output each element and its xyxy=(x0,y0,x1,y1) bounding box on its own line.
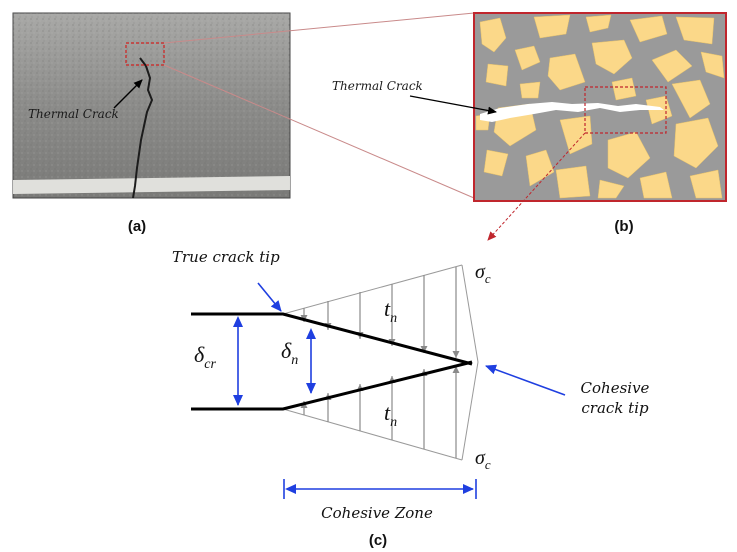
cohesive-zone-diagram xyxy=(191,264,566,499)
traction-arrows-bottom xyxy=(300,366,460,458)
microcrack xyxy=(480,102,664,122)
traction-tn-bottom: tn xyxy=(384,400,397,430)
sigma-c-top: σc xyxy=(475,261,491,286)
traction-tn-top: tn xyxy=(384,296,397,326)
zoom-line-top xyxy=(163,12,475,44)
zoom-pointer-b-to-c xyxy=(487,132,586,241)
panel-b-pointer xyxy=(409,95,497,115)
true-crack-tip-label: True crack tip xyxy=(172,248,280,266)
panel-b-microstructure xyxy=(473,12,727,202)
crack-line xyxy=(132,57,154,199)
sigma-c-bottom: σc xyxy=(475,447,491,472)
crack-face-upper xyxy=(191,312,473,366)
panel-c-label: (c) xyxy=(369,532,387,549)
cohesive-zone-label: Cohesive Zone xyxy=(321,504,433,522)
cohesive-crack-tip-label-2: crack tip xyxy=(581,399,649,417)
cohesive-crack-tip-pointer xyxy=(485,364,566,396)
crack-face-lower xyxy=(191,360,473,411)
panel-b-label: (b) xyxy=(614,218,633,235)
delta-cr-symbol: δcr xyxy=(194,342,216,372)
delta-n-symbol: δn xyxy=(281,338,298,368)
panel-a-label: (a) xyxy=(128,218,146,235)
panel-a-pointer xyxy=(113,79,143,109)
true-crack-tip-pointer xyxy=(257,282,282,312)
zoom-line-bottom xyxy=(163,64,475,199)
panel-a-annotation: Thermal Crack xyxy=(28,107,119,121)
traction-arrows-top xyxy=(300,267,460,358)
panel-a-photo: Thermal Crack xyxy=(12,12,291,199)
panel-b-annotation: Thermal Crack xyxy=(332,79,423,93)
road-marking xyxy=(13,176,290,194)
cohesive-crack-tip-label-1: Cohesive xyxy=(581,379,650,397)
selection-box-b xyxy=(584,86,667,134)
